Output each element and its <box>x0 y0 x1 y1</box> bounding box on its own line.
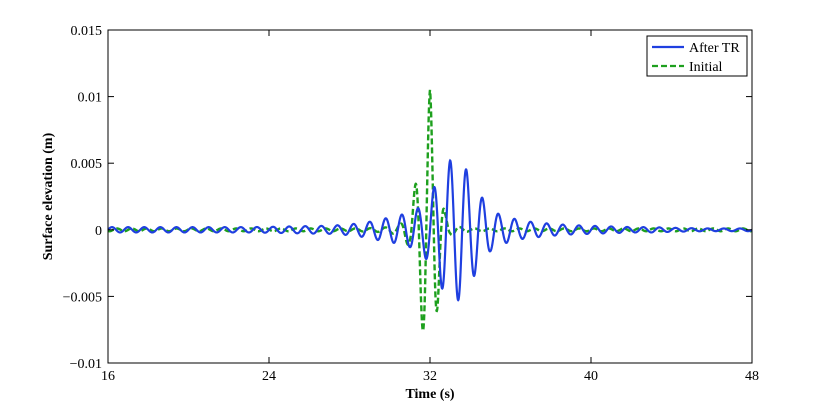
y-tick-label: 0.005 <box>71 157 103 172</box>
plot-background <box>108 30 752 363</box>
x-tick-label: 40 <box>584 369 598 384</box>
ticks-layer: 16 24 32 40 48 −0.01 −0.005 0 0.005 0.01 0.015 <box>63 24 759 384</box>
x-tick-label: 24 <box>262 369 276 384</box>
y-tick-label: 0.015 <box>71 24 103 39</box>
y-tick-label: 0 <box>95 224 102 239</box>
legend-label-initial: Initial <box>689 60 723 75</box>
y-axis-title: Surface elevation (m) <box>41 132 56 260</box>
legend-box <box>646 35 748 77</box>
x-tick-label: 48 <box>745 369 759 384</box>
x-tick-label: 32 <box>423 369 437 384</box>
series-layer <box>107 89 753 334</box>
series-line-after-tr <box>107 158 753 302</box>
x-tick-label: 16 <box>101 369 115 384</box>
legend-label-after-tr: After TR <box>689 41 740 56</box>
y-tick-label: −0.005 <box>63 290 102 305</box>
legend: After TR Initial <box>646 35 748 77</box>
y-tick-label: −0.01 <box>70 357 102 372</box>
x-axis-title: Time (s) <box>405 387 454 402</box>
series-line-initial <box>107 89 753 334</box>
y-tick-label: 0.01 <box>78 91 103 106</box>
